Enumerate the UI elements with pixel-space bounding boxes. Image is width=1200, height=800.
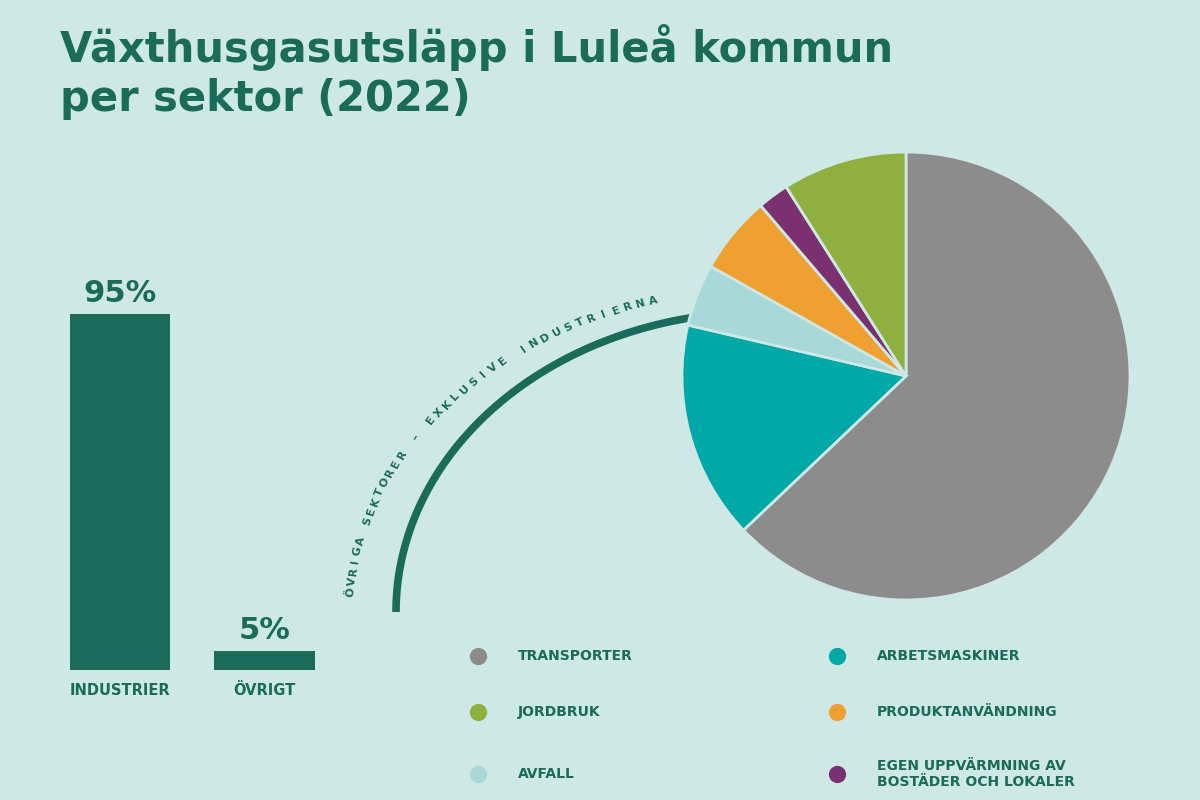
- Text: R: R: [396, 449, 409, 462]
- Text: U: U: [457, 382, 472, 396]
- Wedge shape: [710, 206, 906, 376]
- Text: I: I: [600, 309, 607, 320]
- Text: S: S: [361, 516, 373, 526]
- Text: R: R: [384, 467, 397, 479]
- Text: ARBETSMASKINER: ARBETSMASKINER: [877, 649, 1020, 662]
- Text: ÖVRIGT: ÖVRIGT: [233, 683, 295, 698]
- Text: T: T: [575, 317, 586, 329]
- Text: EGEN UPPVÄRMNING AV
BOSTÄDER OCH LOKALER: EGEN UPPVÄRMNING AV BOSTÄDER OCH LOKALER: [877, 758, 1075, 789]
- Wedge shape: [744, 152, 1130, 600]
- Text: INDUSTRIER: INDUSTRIER: [70, 683, 170, 698]
- Text: G: G: [352, 546, 364, 557]
- Text: 5%: 5%: [239, 617, 290, 646]
- Text: V: V: [486, 362, 499, 374]
- Text: Ö: Ö: [346, 586, 356, 597]
- Wedge shape: [761, 186, 906, 376]
- Text: N: N: [528, 337, 541, 350]
- Text: V: V: [347, 577, 358, 586]
- Bar: [70, 314, 170, 670]
- Text: 95%: 95%: [83, 279, 157, 308]
- Text: AVFALL: AVFALL: [518, 766, 575, 781]
- Text: T: T: [374, 486, 386, 498]
- Wedge shape: [786, 152, 906, 376]
- Text: A: A: [648, 295, 659, 307]
- Text: –: –: [410, 433, 421, 442]
- Text: X: X: [432, 406, 445, 419]
- Text: S: S: [467, 375, 480, 388]
- Text: I: I: [479, 370, 488, 380]
- Bar: [214, 651, 314, 670]
- Text: L: L: [450, 391, 462, 402]
- Text: R: R: [348, 566, 359, 576]
- Text: E: E: [611, 305, 622, 317]
- Text: TRANSPORTER: TRANSPORTER: [518, 649, 634, 662]
- Text: K: K: [440, 398, 454, 411]
- Text: I: I: [350, 558, 361, 564]
- Text: I: I: [520, 344, 528, 354]
- Text: E: E: [497, 355, 509, 368]
- Text: K: K: [370, 496, 382, 507]
- Text: U: U: [551, 326, 563, 339]
- Wedge shape: [682, 325, 906, 530]
- Text: A: A: [355, 536, 366, 546]
- Point: [1012, 466, 1031, 478]
- Text: O: O: [378, 476, 391, 489]
- Text: R: R: [586, 312, 598, 325]
- Text: JORDBRUK: JORDBRUK: [518, 705, 601, 719]
- Text: E: E: [365, 506, 377, 517]
- Text: E: E: [425, 414, 437, 426]
- Text: PRODUKTANVÄNDNING: PRODUKTANVÄNDNING: [877, 705, 1057, 719]
- Wedge shape: [688, 266, 906, 376]
- Text: Växthusgasutsläpp i Luleå kommun
per sektor (2022): Växthusgasutsläpp i Luleå kommun per sek…: [60, 24, 893, 119]
- Text: E: E: [390, 458, 402, 470]
- Text: R: R: [623, 301, 634, 313]
- Text: S: S: [563, 322, 575, 334]
- Text: D: D: [539, 331, 552, 345]
- Text: N: N: [635, 298, 647, 310]
